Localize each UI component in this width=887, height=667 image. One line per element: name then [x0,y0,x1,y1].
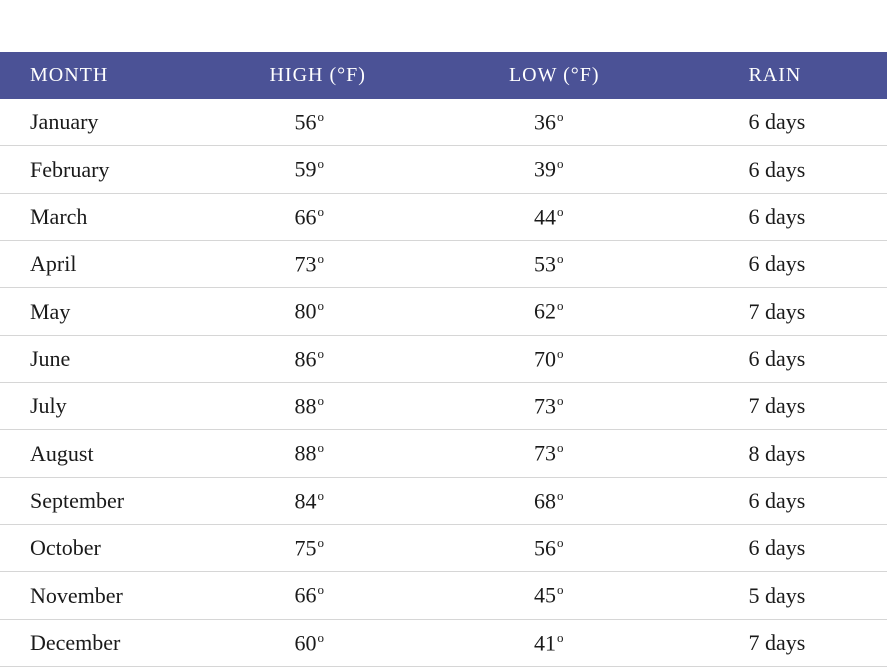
cell-month: February [0,146,239,193]
cell-rain: 6 days [718,240,887,287]
cell-low: 73o [479,382,718,429]
cell-high: 80o [239,288,478,335]
cell-low: 53o [479,240,718,287]
cell-rain: 6 days [718,477,887,524]
cell-high: 66o [239,572,478,619]
cell-rain: 5 days [718,572,887,619]
degree-icon: o [317,156,324,171]
degree-icon: o [557,630,564,645]
degree-icon: o [557,156,564,171]
degree-icon: o [317,346,324,361]
degree-icon: o [317,204,324,219]
col-header-low: LOW (°F) [479,52,718,99]
cell-low: 45o [479,572,718,619]
table-body: January56o36o6 daysFebruary59o39o6 daysM… [0,99,887,666]
cell-rain: 6 days [718,524,887,571]
cell-low: 73o [479,430,718,477]
col-header-rain: RAIN [718,52,887,99]
degree-icon: o [317,630,324,645]
cell-month: June [0,335,239,382]
degree-icon: o [317,393,324,408]
cell-month: December [0,619,239,666]
cell-low: 68o [479,477,718,524]
degree-icon: o [557,440,564,455]
degree-icon: o [557,109,564,124]
cell-month: September [0,477,239,524]
degree-icon: o [557,298,564,313]
col-header-high: HIGH (°F) [239,52,478,99]
degree-icon: o [557,535,564,550]
table-row: July88o73o7 days [0,382,887,429]
cell-month: July [0,382,239,429]
cell-month: January [0,99,239,146]
degree-icon: o [317,582,324,597]
cell-high: 59o [239,146,478,193]
degree-icon: o [557,251,564,266]
cell-month: April [0,240,239,287]
cell-high: 84o [239,477,478,524]
cell-rain: 6 days [718,99,887,146]
cell-month: November [0,572,239,619]
cell-rain: 6 days [718,193,887,240]
table-row: May80o62o7 days [0,288,887,335]
degree-icon: o [557,582,564,597]
cell-low: 44o [479,193,718,240]
degree-icon: o [317,440,324,455]
table-row: November66o45o5 days [0,572,887,619]
cell-high: 56o [239,99,478,146]
table-row: January56o36o6 days [0,99,887,146]
degree-icon: o [557,204,564,219]
cell-rain: 7 days [718,382,887,429]
table-row: September84o68o6 days [0,477,887,524]
cell-rain: 7 days [718,288,887,335]
degree-icon: o [557,393,564,408]
cell-rain: 8 days [718,430,887,477]
degree-icon: o [317,488,324,503]
table-row: December60o41o7 days [0,619,887,666]
degree-icon: o [317,535,324,550]
cell-low: 62o [479,288,718,335]
cell-low: 56o [479,524,718,571]
col-header-month: MONTH [0,52,239,99]
table-row: August88o73o8 days [0,430,887,477]
table-row: April73o53o6 days [0,240,887,287]
cell-low: 36o [479,99,718,146]
cell-low: 39o [479,146,718,193]
cell-high: 66o [239,193,478,240]
climate-table: MONTH HIGH (°F) LOW (°F) RAIN January56o… [0,52,887,667]
degree-icon: o [557,346,564,361]
table-row: June86o70o6 days [0,335,887,382]
cell-month: March [0,193,239,240]
cell-rain: 6 days [718,146,887,193]
cell-rain: 6 days [718,335,887,382]
cell-month: August [0,430,239,477]
cell-high: 75o [239,524,478,571]
table-row: October75o56o6 days [0,524,887,571]
cell-high: 88o [239,382,478,429]
cell-month: May [0,288,239,335]
degree-icon: o [317,298,324,313]
degree-icon: o [317,109,324,124]
cell-low: 70o [479,335,718,382]
cell-high: 73o [239,240,478,287]
cell-low: 41o [479,619,718,666]
cell-high: 86o [239,335,478,382]
cell-high: 60o [239,619,478,666]
degree-icon: o [317,251,324,266]
cell-month: October [0,524,239,571]
cell-high: 88o [239,430,478,477]
cell-rain: 7 days [718,619,887,666]
table-header: MONTH HIGH (°F) LOW (°F) RAIN [0,52,887,99]
table-row: March66o44o6 days [0,193,887,240]
table-row: February59o39o6 days [0,146,887,193]
degree-icon: o [557,488,564,503]
